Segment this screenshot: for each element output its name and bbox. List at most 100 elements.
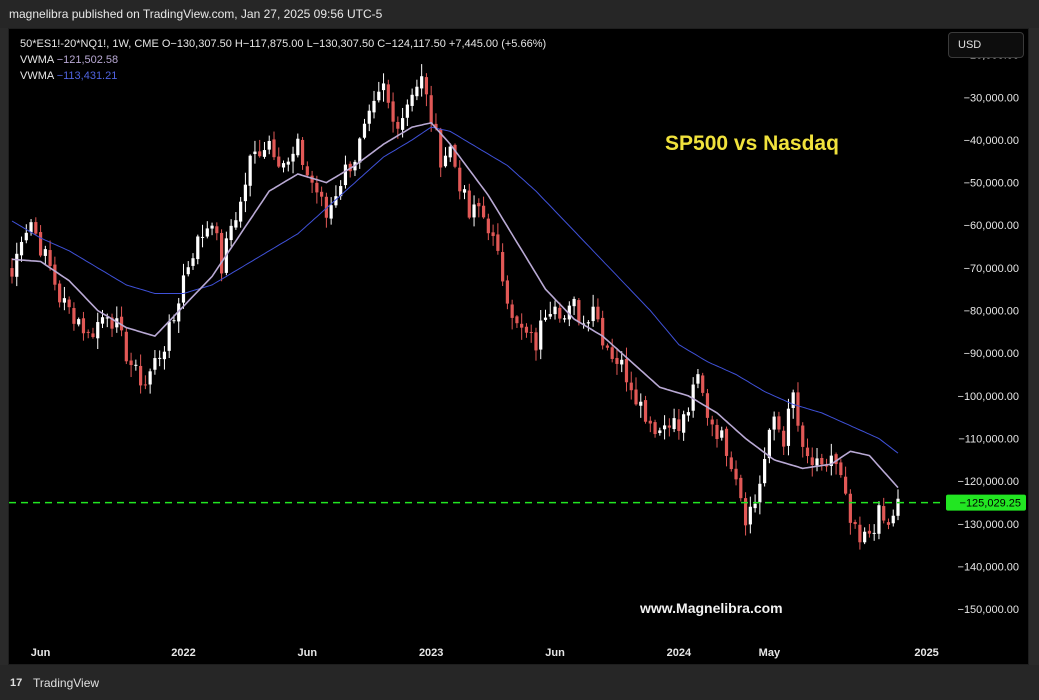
candle-body — [420, 76, 424, 89]
candle-body — [53, 264, 57, 285]
candle-body — [710, 419, 714, 425]
candle-body — [186, 267, 190, 275]
candle-body — [648, 420, 652, 424]
candle-body — [386, 84, 390, 103]
y-tick-label: −140,000.00 — [958, 561, 1019, 573]
candle-body — [748, 506, 752, 525]
candle-body — [181, 275, 186, 303]
footer-bar: 17 TradingView — [0, 665, 1039, 700]
candle-body — [15, 253, 19, 277]
candle-body — [782, 430, 786, 447]
candle-body — [281, 163, 286, 168]
candle-body — [496, 234, 500, 251]
candle-body — [758, 483, 762, 503]
candle-body — [524, 326, 529, 333]
candle-body — [486, 218, 490, 234]
candle-body — [763, 458, 767, 484]
candle-body — [129, 360, 133, 366]
candle-body — [177, 303, 181, 322]
candle-body — [863, 531, 867, 543]
candle-body — [553, 306, 557, 315]
x-tick-label: 2022 — [171, 647, 195, 659]
candle-body — [458, 167, 462, 192]
chart-area[interactable]: −20,000.00−30,000.00−40,000.00−50,000.00… — [8, 28, 1029, 665]
candle-body — [239, 201, 243, 222]
tradingview-brand[interactable]: TradingView — [33, 676, 100, 690]
candle-body — [567, 305, 571, 320]
candle-body — [529, 332, 533, 334]
candle-body — [562, 318, 567, 320]
y-axis: −20,000.00−30,000.00−40,000.00−50,000.00… — [958, 50, 1019, 617]
candle-body — [243, 184, 248, 202]
chart-legend: 50*ES1!-20*NQ1!, 1W, CME O−130,307.50 H−… — [20, 36, 546, 84]
y-tick-label: −80,000.00 — [964, 306, 1019, 318]
candle-body — [796, 392, 800, 426]
candle-body — [143, 384, 147, 386]
candle-body — [472, 204, 476, 218]
candle-body — [677, 419, 681, 432]
candle-body — [539, 320, 543, 350]
candle-body — [100, 317, 105, 324]
candle-body — [591, 306, 595, 322]
x-tick-label: 2025 — [914, 647, 938, 659]
candle-body — [401, 118, 405, 130]
candle-body — [234, 220, 238, 228]
candle-body — [48, 250, 52, 266]
tradingview-logo-icon: 17 — [10, 677, 23, 689]
candle-body — [772, 416, 776, 430]
candle-body — [777, 416, 781, 430]
y-tick-label: −50,000.00 — [964, 178, 1019, 190]
candle-body — [481, 205, 486, 218]
y-tick-label: −30,000.00 — [964, 92, 1019, 104]
candle-body — [439, 129, 443, 168]
candle-body — [501, 252, 505, 282]
candle-body — [229, 225, 233, 241]
candle-body — [477, 202, 481, 207]
candle-body — [272, 139, 276, 158]
candle-body — [391, 101, 395, 122]
candle-body — [381, 83, 386, 91]
candle-body — [277, 156, 281, 167]
candle-body — [96, 322, 100, 339]
y-tick-label: −130,000.00 — [958, 519, 1019, 531]
candle-body — [43, 249, 47, 256]
candle-body — [886, 522, 891, 525]
candle-body — [453, 144, 457, 167]
candle-body — [205, 228, 209, 237]
candle-body — [867, 530, 872, 534]
x-tick-label: May — [759, 647, 781, 659]
candle-body — [686, 412, 691, 416]
vwma-fast-legend: VWMA −121,502.58 — [20, 52, 546, 68]
candle-body — [339, 186, 343, 197]
vwma-fast-label: VWMA — [20, 54, 54, 66]
candle-body — [853, 521, 857, 525]
candle-body — [653, 422, 657, 435]
candle-body — [753, 503, 757, 509]
candle-body — [38, 232, 43, 256]
candle-body — [377, 91, 381, 101]
y-tick-label: −40,000.00 — [964, 135, 1019, 147]
candle-body — [329, 205, 333, 219]
candle-body — [372, 100, 376, 113]
candle-body — [448, 146, 452, 158]
candle-body — [139, 365, 143, 386]
candle-body — [572, 298, 576, 307]
candle-body — [153, 358, 157, 370]
y-tick-label: −120,000.00 — [958, 476, 1019, 488]
x-tick-label: Jun — [298, 647, 318, 659]
price-chart[interactable]: −20,000.00−30,000.00−40,000.00−50,000.00… — [9, 29, 1030, 666]
candle-body — [491, 232, 495, 237]
price-tag-bg — [946, 494, 1026, 511]
symbol-ohlc-line: 50*ES1!-20*NQ1!, 1W, CME O−130,307.50 H−… — [20, 38, 547, 50]
candle-body — [310, 175, 314, 183]
candle-body — [210, 225, 214, 229]
currency-button[interactable]: USD — [948, 32, 1024, 58]
candle-body — [305, 166, 309, 176]
candle-body — [286, 161, 290, 165]
candle-body — [424, 77, 429, 95]
candle-body — [510, 304, 514, 318]
candle-body — [634, 389, 638, 405]
candle-body — [405, 104, 409, 118]
candle-body — [515, 316, 519, 324]
y-tick-label: −110,000.00 — [958, 434, 1019, 446]
